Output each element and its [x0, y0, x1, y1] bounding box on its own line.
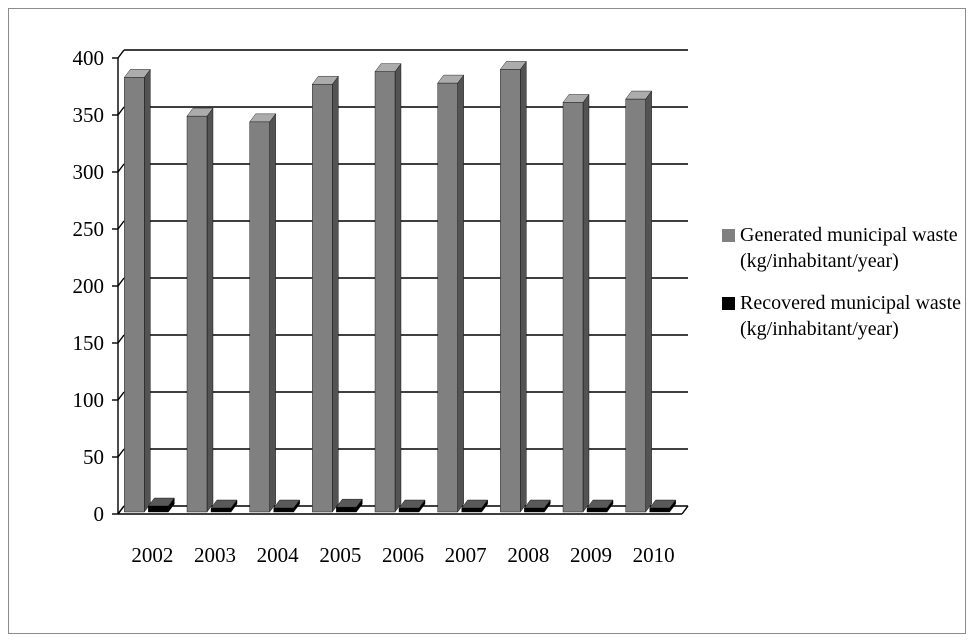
- legend-item-generated: Generated municipal waste (kg/inhabitant…: [722, 222, 972, 274]
- bar-generated: [562, 93, 590, 513]
- legend-label-generated: Generated municipal waste (kg/inhabitant…: [740, 224, 958, 272]
- bar-recovered: [461, 499, 489, 513]
- gridline-wall: [117, 163, 125, 173]
- bar-generated: [123, 68, 151, 513]
- x-tick-label: 2005: [319, 543, 361, 567]
- bar-recovered: [398, 499, 426, 513]
- bar-recovered: [147, 497, 175, 513]
- bar-recovered: [586, 499, 614, 513]
- y-tick-label: 250: [73, 217, 105, 241]
- bar-generated: [311, 75, 339, 513]
- x-tick-label: 2007: [445, 543, 487, 567]
- gridline-wall: [117, 505, 125, 515]
- y-tick-label: 50: [83, 445, 104, 469]
- x-tick-label: 2004: [257, 543, 300, 567]
- x-tick-label: 2006: [382, 543, 424, 567]
- gridline-wall: [117, 220, 125, 230]
- y-tick-label: 100: [73, 388, 105, 412]
- y-tick-label: 300: [73, 160, 105, 184]
- y-tick-label: 200: [73, 274, 105, 298]
- gridline-wall: [117, 277, 125, 287]
- gridline-wall: [117, 448, 125, 458]
- bar-generated: [499, 60, 527, 513]
- gridline-wall: [117, 334, 125, 344]
- bar-generated: [186, 107, 214, 513]
- gridline-wall: [117, 106, 125, 116]
- bar-recovered: [649, 499, 677, 513]
- bar-recovered: [335, 498, 363, 513]
- bar-generated: [374, 63, 402, 513]
- y-tick-label: 350: [73, 103, 105, 127]
- x-tick-label: 2009: [570, 543, 612, 567]
- legend-swatch-recovered: [722, 297, 735, 310]
- y-tick-label: 150: [73, 331, 105, 355]
- chart-legend: Generated municipal waste (kg/inhabitant…: [722, 222, 972, 358]
- legend-item-recovered: Recovered municipal waste (kg/inhabitant…: [722, 290, 972, 342]
- x-tick-label: 2008: [507, 543, 549, 567]
- chart-frame: [8, 8, 966, 634]
- x-tick-label: 2003: [194, 543, 236, 567]
- bar-recovered: [523, 499, 551, 513]
- y-tick-label: 0: [94, 502, 105, 526]
- bar-recovered: [210, 499, 238, 513]
- legend-swatch-generated: [722, 229, 735, 242]
- x-tick-label: 2002: [131, 543, 173, 567]
- legend-label-recovered: Recovered municipal waste (kg/inhabitant…: [740, 292, 962, 340]
- bar-generated: [249, 113, 277, 513]
- bar-recovered: [273, 499, 301, 513]
- bar-generated: [437, 74, 465, 513]
- gridline-wall: [117, 391, 125, 401]
- floor-right-edge: [681, 505, 689, 515]
- y-tick-label: 400: [73, 46, 105, 70]
- bar-generated: [625, 90, 653, 513]
- gridline-wall: [117, 49, 125, 59]
- x-tick-label: 2010: [633, 543, 675, 567]
